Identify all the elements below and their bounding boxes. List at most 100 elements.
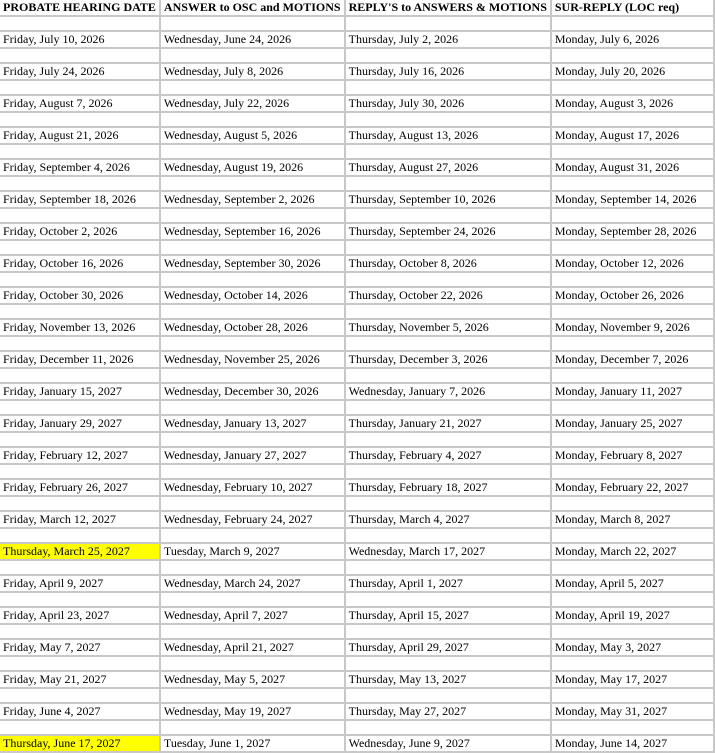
empty-cell: [160, 177, 344, 190]
hearing-date-cell: Friday, July 10, 2026: [0, 32, 159, 47]
answer-date-cell: Wednesday, April 7, 2027: [160, 608, 344, 623]
table-row: Friday, October 16, 2026 Wednesday, Septe…: [0, 256, 713, 271]
sur-reply-date-cell: Monday, May 17, 2027: [551, 672, 713, 687]
hearing-date-cell: Friday, October 16, 2026: [0, 256, 159, 271]
answer-date-cell: Wednesday, March 24, 2027: [160, 576, 344, 591]
answer-date-cell: Wednesday, January 27, 2027: [160, 448, 344, 463]
reply-date-cell: Thursday, February 18, 2027: [345, 480, 550, 495]
empty-cell: [160, 401, 344, 414]
answer-date-cell: Tuesday, June 1, 2027: [160, 736, 344, 751]
table-row: Friday, March 12, 2027 Wednesday, Februar…: [0, 512, 713, 527]
sur-reply-date-cell: Monday, June 14, 2027: [551, 736, 713, 751]
empty-cell: [551, 305, 713, 318]
reply-date-cell: Wednesday, January 7, 2026: [345, 384, 550, 399]
spacer-row: [0, 49, 713, 62]
empty-cell: [0, 145, 159, 158]
empty-cell: [0, 657, 159, 670]
spacer-row: [0, 17, 713, 30]
empty-cell: [551, 465, 713, 478]
hearing-date-cell: Thursday, June 17, 2027: [0, 736, 159, 751]
table-row: Friday, January 15, 2027 Wednesday, Decem…: [0, 384, 713, 399]
empty-cell: [160, 241, 344, 254]
reply-date-cell: Thursday, May 27, 2027: [345, 704, 550, 719]
table-row: Friday, April 9, 2027 Wednesday, March 24…: [0, 576, 713, 591]
spacer-row: [0, 401, 713, 414]
sur-reply-date-cell: Monday, March 8, 2027: [551, 512, 713, 527]
sur-reply-date-cell: Monday, July 20, 2026: [551, 64, 713, 79]
answer-date-cell: Wednesday, August 5, 2026: [160, 128, 344, 143]
sur-reply-date-cell: Monday, May 3, 2027: [551, 640, 713, 655]
reply-date-cell: Thursday, December 3, 2026: [345, 352, 550, 367]
empty-cell: [551, 625, 713, 638]
spacer-row: [0, 369, 713, 382]
hearing-date-cell: Friday, September 18, 2026: [0, 192, 159, 207]
table-row: Friday, August 7, 2026 Wednesday, July 22…: [0, 96, 713, 111]
table-row: Friday, July 10, 2026 Wednesday, June 24,…: [0, 32, 713, 47]
empty-cell: [0, 305, 159, 318]
empty-cell: [160, 593, 344, 606]
sur-reply-date-cell: Monday, March 22, 2027: [551, 544, 713, 559]
answer-date-cell: Wednesday, August 19, 2026: [160, 160, 344, 175]
answer-date-cell: Wednesday, June 24, 2026: [160, 32, 344, 47]
spacer-row: [0, 721, 713, 734]
table-row: Friday, January 29, 2027 Wednesday, Janua…: [0, 416, 713, 431]
sur-reply-date-cell: Monday, August 17, 2026: [551, 128, 713, 143]
reply-date-cell: Thursday, April 15, 2027: [345, 608, 550, 623]
empty-cell: [345, 49, 550, 62]
spacer-row: [0, 113, 713, 126]
empty-cell: [551, 561, 713, 574]
empty-cell: [0, 241, 159, 254]
hearing-date-cell: Friday, March 12, 2027: [0, 512, 159, 527]
sur-reply-date-cell: Monday, May 31, 2027: [551, 704, 713, 719]
answer-date-cell: Wednesday, February 24, 2027: [160, 512, 344, 527]
answer-date-cell: Wednesday, September 2, 2026: [160, 192, 344, 207]
spacer-row: [0, 593, 713, 606]
spacer-row: [0, 305, 713, 318]
header-sur-reply: SUR-REPLY (LOC req): [551, 0, 713, 15]
empty-cell: [160, 561, 344, 574]
empty-cell: [0, 497, 159, 510]
spacer-row: [0, 433, 713, 446]
empty-cell: [551, 369, 713, 382]
empty-cell: [0, 465, 159, 478]
empty-cell: [551, 209, 713, 222]
spacer-row: [0, 689, 713, 702]
reply-date-cell: Thursday, July 16, 2026: [345, 64, 550, 79]
empty-cell: [345, 625, 550, 638]
empty-cell: [160, 209, 344, 222]
reply-date-cell: Thursday, July 2, 2026: [345, 32, 550, 47]
empty-cell: [160, 433, 344, 446]
answer-date-cell: Wednesday, December 30, 2026: [160, 384, 344, 399]
empty-cell: [160, 145, 344, 158]
spacer-row: [0, 497, 713, 510]
spacer-row: [0, 273, 713, 286]
spacer-row: [0, 241, 713, 254]
empty-cell: [0, 49, 159, 62]
reply-date-cell: Thursday, September 24, 2026: [345, 224, 550, 239]
empty-cell: [551, 657, 713, 670]
empty-cell: [160, 273, 344, 286]
answer-date-cell: Wednesday, April 21, 2027: [160, 640, 344, 655]
reply-date-cell: Thursday, July 30, 2026: [345, 96, 550, 111]
empty-cell: [345, 337, 550, 350]
answer-date-cell: Wednesday, January 13, 2027: [160, 416, 344, 431]
hearing-date-cell: Friday, August 7, 2026: [0, 96, 159, 111]
reply-date-cell: Thursday, October 22, 2026: [345, 288, 550, 303]
header-probate-hearing-date: PROBATE HEARING DATE: [0, 0, 159, 15]
empty-cell: [551, 433, 713, 446]
hearing-date-cell: Friday, January 15, 2027: [0, 384, 159, 399]
hearing-date-cell: Friday, February 12, 2027: [0, 448, 159, 463]
empty-cell: [160, 17, 344, 30]
empty-cell: [345, 689, 550, 702]
empty-cell: [0, 721, 159, 734]
empty-cell: [345, 497, 550, 510]
empty-cell: [0, 273, 159, 286]
answer-date-cell: Wednesday, May 19, 2027: [160, 704, 344, 719]
reply-date-cell: Thursday, October 8, 2026: [345, 256, 550, 271]
sur-reply-date-cell: Monday, January 11, 2027: [551, 384, 713, 399]
empty-cell: [345, 177, 550, 190]
hearing-date-cell: Friday, September 4, 2026: [0, 160, 159, 175]
reply-date-cell: Thursday, January 21, 2027: [345, 416, 550, 431]
sur-reply-date-cell: Monday, October 26, 2026: [551, 288, 713, 303]
hearing-date-cell: Friday, December 11, 2026: [0, 352, 159, 367]
